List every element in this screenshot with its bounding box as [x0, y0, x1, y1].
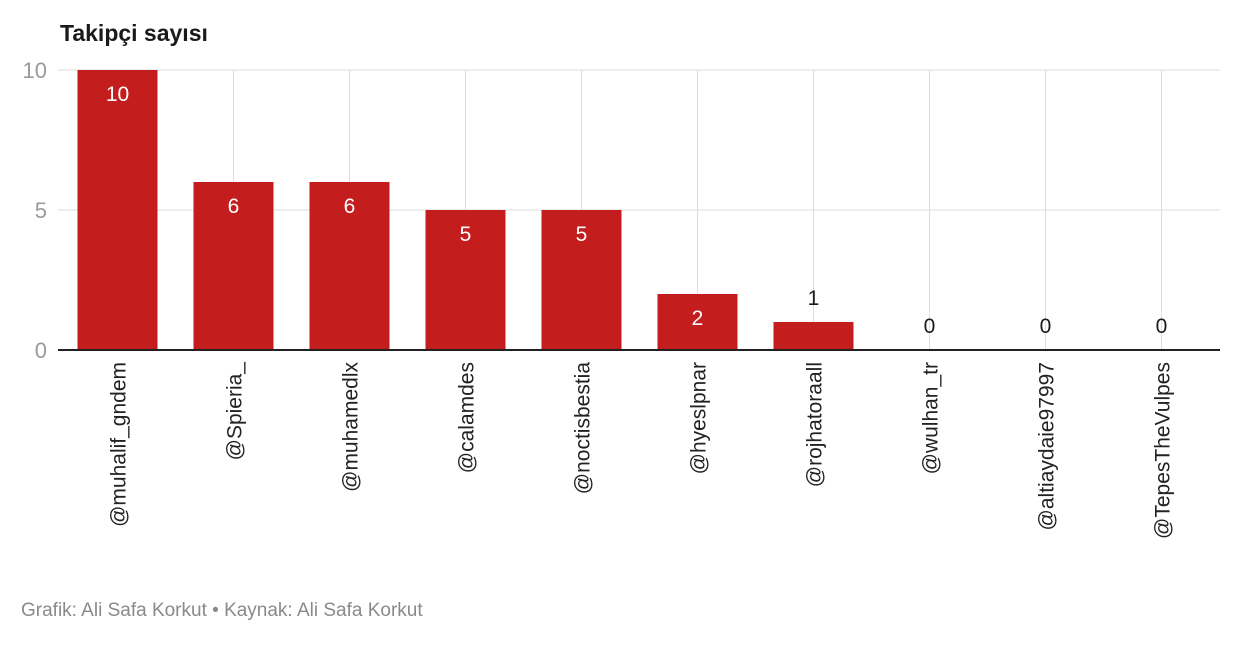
bar [77, 70, 158, 350]
data-label: 5 [576, 223, 588, 246]
x-tick-label: @muhamedlx [340, 362, 363, 492]
x-tick-label: @hyeslpnar [688, 362, 711, 474]
bar [773, 322, 854, 350]
bars [77, 70, 854, 350]
y-tick-label: 5 [35, 198, 47, 223]
bar [541, 210, 622, 350]
x-tick-label: @altiaydaie97997 [1036, 362, 1059, 530]
x-tick-label: @wulhan_tr [920, 362, 943, 474]
data-label: 0 [924, 315, 936, 338]
x-tick-label: @rojhatoraall [804, 362, 827, 487]
x-axis-categories: @muhalif_gndem @Spieria_ @muhamedlx @calamd… [108, 362, 1175, 539]
y-axis-ticks: 0 5 10 [23, 58, 47, 363]
data-label: 0 [1156, 315, 1168, 338]
bar [193, 182, 274, 350]
y-tick-label: 10 [23, 58, 47, 83]
bar [425, 210, 506, 350]
data-label: 6 [344, 195, 356, 218]
data-label: 1 [808, 287, 820, 310]
x-tick-label: @TepesTheVulpes [1152, 362, 1175, 539]
x-tick-label: @muhalif_gndem [108, 362, 131, 527]
data-label: 0 [1040, 315, 1052, 338]
bar [309, 182, 390, 350]
x-tick-label: @noctisbestia [572, 362, 595, 495]
data-label: 5 [460, 223, 472, 246]
bar [657, 294, 738, 350]
data-label: 10 [106, 83, 129, 106]
y-tick-label: 0 [35, 338, 47, 363]
data-label: 2 [692, 307, 704, 330]
chart-title: Takipçi sayısı [60, 20, 208, 46]
x-tick-label: @Spieria_ [224, 362, 247, 461]
chart-footer: Grafik: Ali Safa Korkut • Kaynak: Ali Sa… [21, 600, 423, 621]
data-label: 6 [228, 195, 240, 218]
x-tick-label: @calamdes [456, 362, 479, 473]
